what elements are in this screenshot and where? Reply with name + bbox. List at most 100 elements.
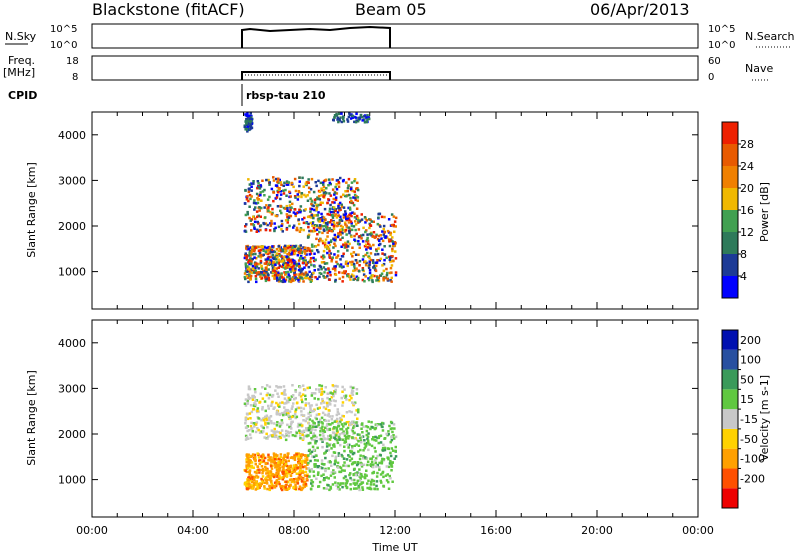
echo-cell (339, 176, 342, 180)
echo-cell (325, 428, 329, 431)
echo-cell (269, 464, 273, 468)
echo-cell (369, 487, 373, 491)
echo-cell (356, 181, 359, 185)
echo-cell (304, 261, 307, 264)
echo-cell (286, 258, 289, 262)
echo-cell (365, 120, 369, 124)
echo-cell (254, 462, 257, 466)
echo-cell (348, 473, 351, 477)
echo-cell (321, 399, 324, 403)
echo-cell (270, 485, 273, 488)
power-colorbar-swatch (722, 188, 738, 210)
echo-cell (247, 457, 250, 460)
echo-cell (337, 424, 341, 428)
echo-cell (248, 485, 251, 488)
echo-cell (296, 198, 300, 201)
echo-cell (341, 390, 344, 393)
echo-cell (333, 476, 336, 479)
echo-cell (320, 187, 323, 190)
echo-cell (341, 404, 344, 407)
echo-cell (392, 242, 395, 245)
echo-cell (351, 401, 354, 404)
echo-cell (382, 279, 385, 282)
echo-cell (378, 259, 381, 262)
echo-cell (252, 201, 256, 205)
echo-cell (343, 469, 346, 472)
echo-cell (369, 252, 373, 255)
echo-cell (322, 195, 325, 198)
echo-cell (340, 219, 344, 222)
echo-cell (245, 256, 248, 260)
echo-cell (285, 480, 288, 483)
echo-cell (269, 255, 273, 259)
echo-cell (344, 215, 347, 219)
echo-cell (245, 436, 249, 439)
echo-cell (285, 464, 289, 468)
echo-cell (379, 242, 382, 246)
echo-cell (342, 252, 345, 255)
echo-cell (308, 191, 311, 194)
echo-cell (294, 463, 298, 467)
echo-cell (338, 488, 341, 491)
echo-cell (370, 276, 373, 279)
echo-cell (343, 449, 346, 453)
echo-cell (343, 230, 347, 233)
echo-cell (246, 437, 250, 440)
echo-cell (342, 425, 345, 428)
echo-cell (355, 267, 358, 270)
echo-cell (320, 267, 323, 271)
echo-cell (336, 221, 339, 225)
echo-cell (324, 426, 327, 429)
echo-cell (346, 217, 350, 220)
echo-cell (360, 234, 363, 237)
echo-cell (248, 117, 252, 120)
echo-cell (289, 456, 293, 459)
echo-cell (286, 452, 289, 456)
echo-cell (307, 412, 310, 415)
echo-cell (266, 437, 269, 440)
echo-cell (281, 280, 285, 283)
echo-cell (305, 467, 308, 470)
echo-cell (357, 228, 361, 231)
echo-cell (309, 407, 312, 410)
echo-cell (363, 121, 367, 124)
echo-cell (251, 394, 254, 398)
echo-cell (285, 266, 288, 269)
echo-cell (375, 475, 379, 478)
echo-cell (348, 206, 352, 210)
echo-cell (290, 252, 293, 256)
echo-cell (347, 273, 350, 276)
echo-cell (282, 184, 285, 187)
echo-cell (307, 426, 311, 430)
echo-cell (243, 256, 247, 260)
echo-cell (263, 400, 267, 403)
echo-cell (344, 394, 348, 397)
echo-cell (264, 250, 268, 253)
power-colorbar-tick-label: 12 (740, 226, 754, 239)
echo-cell (294, 244, 298, 248)
echo-cell (371, 438, 374, 441)
echo-cell (332, 197, 335, 201)
echo-cell (287, 472, 290, 475)
echo-cell (247, 120, 250, 123)
echo-cell (247, 480, 250, 484)
echo-cell (372, 436, 375, 439)
echo-cell (321, 445, 324, 449)
echo-cell (250, 262, 253, 266)
echo-cell (299, 466, 302, 470)
echo-cell (279, 246, 283, 249)
echo-cell (348, 193, 351, 197)
echo-cell (386, 277, 389, 281)
echo-cell (349, 212, 352, 215)
echo-cell (273, 267, 276, 270)
echo-cell (298, 434, 302, 437)
echo-cell (354, 223, 358, 226)
echo-cell (250, 421, 253, 425)
echo-cell (305, 427, 308, 430)
echo-cell (394, 435, 398, 439)
echo-cell (342, 216, 346, 219)
echo-cell (329, 240, 333, 244)
echo-cell (307, 434, 310, 437)
echo-cell (314, 425, 317, 428)
echo-cell (390, 264, 394, 267)
